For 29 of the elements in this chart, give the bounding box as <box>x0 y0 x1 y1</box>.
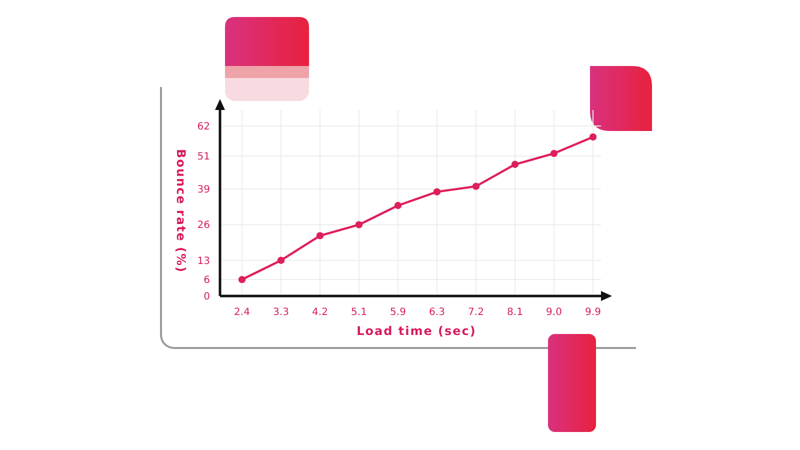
point <box>433 188 441 196</box>
x-tick-label: 7.2 <box>468 307 484 318</box>
point <box>511 160 519 168</box>
point <box>238 276 246 284</box>
y-tick-label: 26 <box>197 220 210 232</box>
point <box>277 256 285 264</box>
y-axis-title: Bounce rate (%) <box>174 149 188 273</box>
point <box>550 150 558 158</box>
x-tick-label: 5.1 <box>351 307 367 318</box>
y-tick-label: 39 <box>197 184 210 196</box>
y-tick-label: 6 <box>204 275 210 286</box>
x-tick-label: 3.3 <box>273 307 289 318</box>
x-tick-label: 9.0 <box>546 307 562 318</box>
y-tick-label: 0 <box>204 292 210 302</box>
x-tick-label: 4.2 <box>312 307 328 318</box>
point <box>472 182 480 190</box>
x-tick-label: 9.9 <box>585 307 601 318</box>
x-axis-title: Load time (sec) <box>356 324 476 338</box>
x-tick-label: 2.4 <box>234 307 250 318</box>
point <box>589 133 597 141</box>
y-tick-label: 62 <box>197 122 210 132</box>
point <box>316 232 324 240</box>
y-tick-label: 51 <box>197 152 210 163</box>
x-tick-label: 8.1 <box>507 307 523 318</box>
x-tick-label: 6.3 <box>429 307 445 318</box>
point <box>394 202 402 210</box>
y-tick-label: 13 <box>197 256 210 267</box>
x-tick-label: 5.9 <box>390 307 406 318</box>
point <box>355 221 363 228</box>
